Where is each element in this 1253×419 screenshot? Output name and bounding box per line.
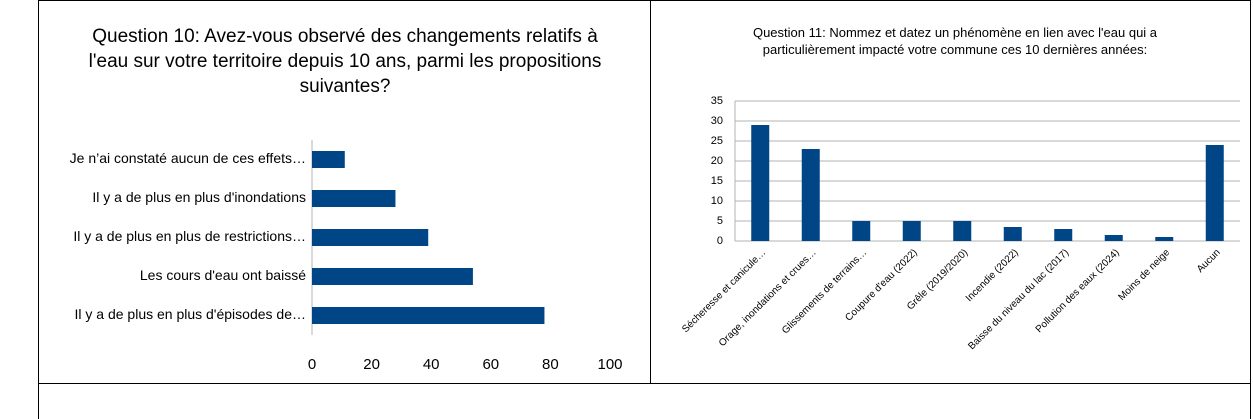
x-tick-label: 0: [308, 356, 316, 373]
x-tick-label: Moins de neige: [1116, 247, 1172, 303]
y-tick-label: 10: [711, 195, 723, 207]
chart-title: Question 11: Nommez et datez un phénomèn…: [752, 25, 1158, 57]
bar: [1205, 145, 1224, 241]
x-tick-label: Glissements de terrains…: [780, 247, 869, 336]
x-tick-label: Incendie (2022): [964, 247, 1021, 304]
x-tick-label: Pollution des eaux (2024): [1034, 247, 1122, 335]
bar: [1054, 229, 1073, 241]
x-tick-label: 80: [542, 356, 559, 373]
bar: [801, 149, 820, 241]
chart-title: Question 10: Avez-vous observé des chang…: [88, 26, 602, 97]
y-tick-label: Je n’ai constaté aucun de ces effets…: [70, 150, 306, 166]
bar: [312, 229, 429, 246]
bar: [312, 190, 396, 207]
x-tick-label: 60: [482, 356, 499, 373]
y-tick-label: 0: [717, 235, 723, 247]
bar: [312, 151, 345, 168]
y-tick-label: Il y a de plus en plus d'inondations: [92, 189, 306, 205]
y-tick-label: 5: [717, 215, 723, 227]
x-tick-label: Sécheresse et canicule…: [680, 247, 768, 335]
y-tick-label: 30: [711, 115, 723, 127]
bar: [312, 307, 545, 324]
bar: [953, 221, 972, 241]
bar: [312, 268, 473, 285]
bar: [1003, 227, 1022, 241]
y-tick-label: Il y a de plus en plus d'épisodes de…: [75, 306, 307, 322]
bar: [1155, 237, 1174, 241]
bar: [902, 221, 921, 241]
y-tick-label: Les cours d'eau ont baissé: [140, 267, 306, 283]
y-tick-label: 25: [711, 135, 723, 147]
bar: [852, 221, 871, 241]
x-tick-label: Orage, inondations et crues…: [717, 247, 819, 349]
x-tick-label: 40: [423, 356, 440, 373]
x-tick-label: 20: [363, 356, 380, 373]
y-tick-label: 35: [711, 95, 723, 107]
x-tick-label: Aucun: [1195, 247, 1223, 275]
bar: [751, 125, 770, 241]
panel: [38, 383, 1251, 419]
y-tick-label: 15: [711, 175, 723, 187]
bar: [1104, 235, 1123, 241]
x-tick-label: 100: [597, 356, 622, 373]
x-tick-label: Baisse du niveau du lac (2017): [966, 247, 1071, 352]
y-tick-label: 20: [711, 155, 723, 167]
y-tick-label: Il y a de plus en plus de restrictions…: [73, 228, 306, 244]
